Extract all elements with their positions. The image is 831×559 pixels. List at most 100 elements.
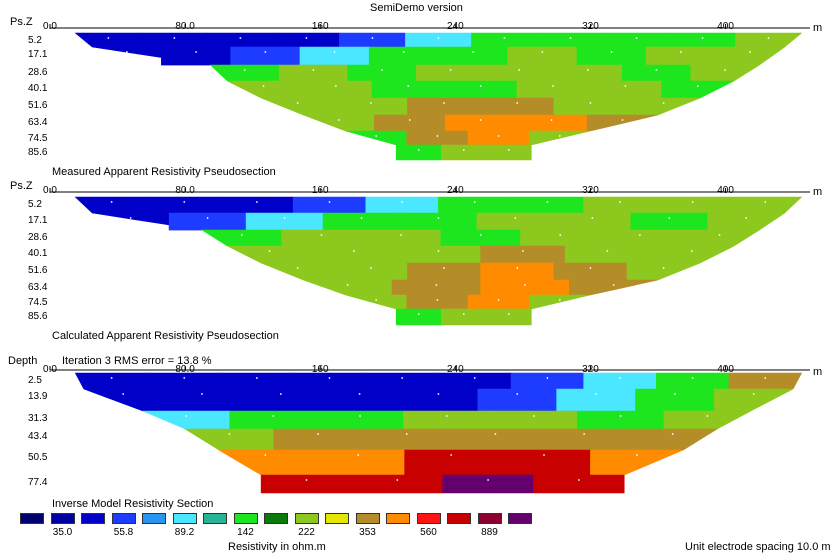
datum-point <box>589 102 592 104</box>
datum-point <box>358 393 361 395</box>
heatmap-cell <box>528 130 591 146</box>
datum-point <box>552 85 554 87</box>
y-tick-label: 63.4 <box>28 117 48 128</box>
x-tick-label: 0.0 <box>43 21 57 32</box>
y-tick-label: 77.4 <box>28 477 48 488</box>
datum-point <box>407 85 410 87</box>
datum-point <box>335 85 337 87</box>
heatmap-cell <box>440 229 521 247</box>
datum-point <box>621 119 624 121</box>
heatmap-cell <box>556 388 636 412</box>
colorbar-value-label: 560 <box>420 527 437 538</box>
heatmap-cell <box>407 97 481 116</box>
y-tick-label: 17.1 <box>28 215 48 226</box>
datum-point <box>497 299 500 301</box>
heatmap-cell <box>347 64 417 82</box>
heatmap-cell <box>278 64 348 82</box>
datum-point <box>497 135 500 137</box>
colorbar-value-label: 55.8 <box>113 527 134 538</box>
datum-point <box>479 85 482 87</box>
heatmap-cell <box>292 372 367 390</box>
heatmap-cell <box>438 196 512 214</box>
datum-point <box>507 313 510 315</box>
panel-3-caption: Inverse Model Resistivity Section <box>52 498 214 510</box>
heatmap-cell <box>553 262 628 281</box>
datum-point <box>473 377 476 379</box>
heatmap-cell <box>399 212 478 231</box>
datum-point <box>764 201 767 203</box>
heatmap-cell <box>319 388 400 412</box>
datum-point <box>494 433 497 435</box>
heatmap-cell <box>273 32 340 48</box>
datum-point <box>503 37 506 39</box>
heatmap-cell <box>467 130 530 146</box>
panel-2-depth-label: Ps.Z <box>10 180 33 192</box>
datum-point <box>401 201 404 203</box>
heatmap-cell <box>528 294 591 310</box>
heatmap-cell <box>583 372 657 390</box>
heatmap-cell <box>515 114 588 132</box>
datum-point <box>206 217 209 219</box>
datum-point <box>357 454 360 456</box>
datum-point <box>264 51 267 53</box>
colorbar-swatch <box>81 513 105 524</box>
datum-point <box>436 299 439 301</box>
datum-point <box>228 433 231 435</box>
heatmap-cell <box>147 196 221 214</box>
heatmap-cell <box>404 449 498 476</box>
heatmap-cell <box>450 428 541 451</box>
datum-point <box>449 69 452 71</box>
datum-point <box>701 37 704 39</box>
datum-point <box>462 313 465 315</box>
heatmap-cell <box>311 245 397 264</box>
datum-point <box>662 102 665 104</box>
y-tick-label: 50.5 <box>28 452 48 463</box>
datum-point <box>328 377 331 379</box>
colorbar-swatch <box>203 513 227 524</box>
colorbar-swatch <box>416 513 441 524</box>
heatmap-cell <box>663 410 752 430</box>
datum-point <box>586 69 589 71</box>
heatmap-cell <box>480 262 555 281</box>
heatmap-cell <box>299 80 373 99</box>
datum-point <box>417 149 420 151</box>
datum-point <box>577 479 580 481</box>
heatmap-cell <box>395 308 442 326</box>
datum-point <box>473 201 476 203</box>
x-tick-label: 160 <box>311 364 329 375</box>
datum-point <box>516 102 519 104</box>
footer-note: Unit electrode spacing 10.0 m <box>685 541 831 553</box>
colorbar-value-label: 142 <box>237 527 254 538</box>
datum-point <box>435 284 438 286</box>
heatmap-cell <box>735 32 803 48</box>
heatmap-cell <box>656 372 730 390</box>
datum-point <box>696 85 699 87</box>
heatmap-cell <box>621 64 692 82</box>
heatmap-cell <box>467 294 530 310</box>
heatmap-cell <box>690 64 761 82</box>
heatmap-cell <box>241 388 321 412</box>
panel-1-unit: m <box>813 22 823 34</box>
datum-point <box>752 393 755 395</box>
heatmap-cell <box>365 196 439 214</box>
heatmap-cell <box>440 308 487 326</box>
heatmap-cell <box>168 212 247 231</box>
datum-point <box>558 299 561 301</box>
heatmap-cell <box>497 449 591 476</box>
heatmap-cell <box>480 245 566 264</box>
heatmap-cell <box>588 80 662 99</box>
datum-point <box>595 393 597 395</box>
colorbar-swatch <box>294 513 319 524</box>
heatmap-cell <box>713 388 794 412</box>
heatmap-cell <box>220 196 294 214</box>
heatmap-cell <box>564 245 650 264</box>
heatmap-cell <box>311 449 405 476</box>
heatmap-cell <box>576 410 665 430</box>
x-tick-label: 400 <box>717 185 734 196</box>
heatmap-cell <box>345 130 408 146</box>
y-tick-label: 40.1 <box>28 248 48 259</box>
datum-point <box>443 267 445 269</box>
heatmap-cell <box>220 372 294 390</box>
y-tick-label: 28.6 <box>28 232 48 243</box>
heatmap-cell <box>576 46 647 66</box>
